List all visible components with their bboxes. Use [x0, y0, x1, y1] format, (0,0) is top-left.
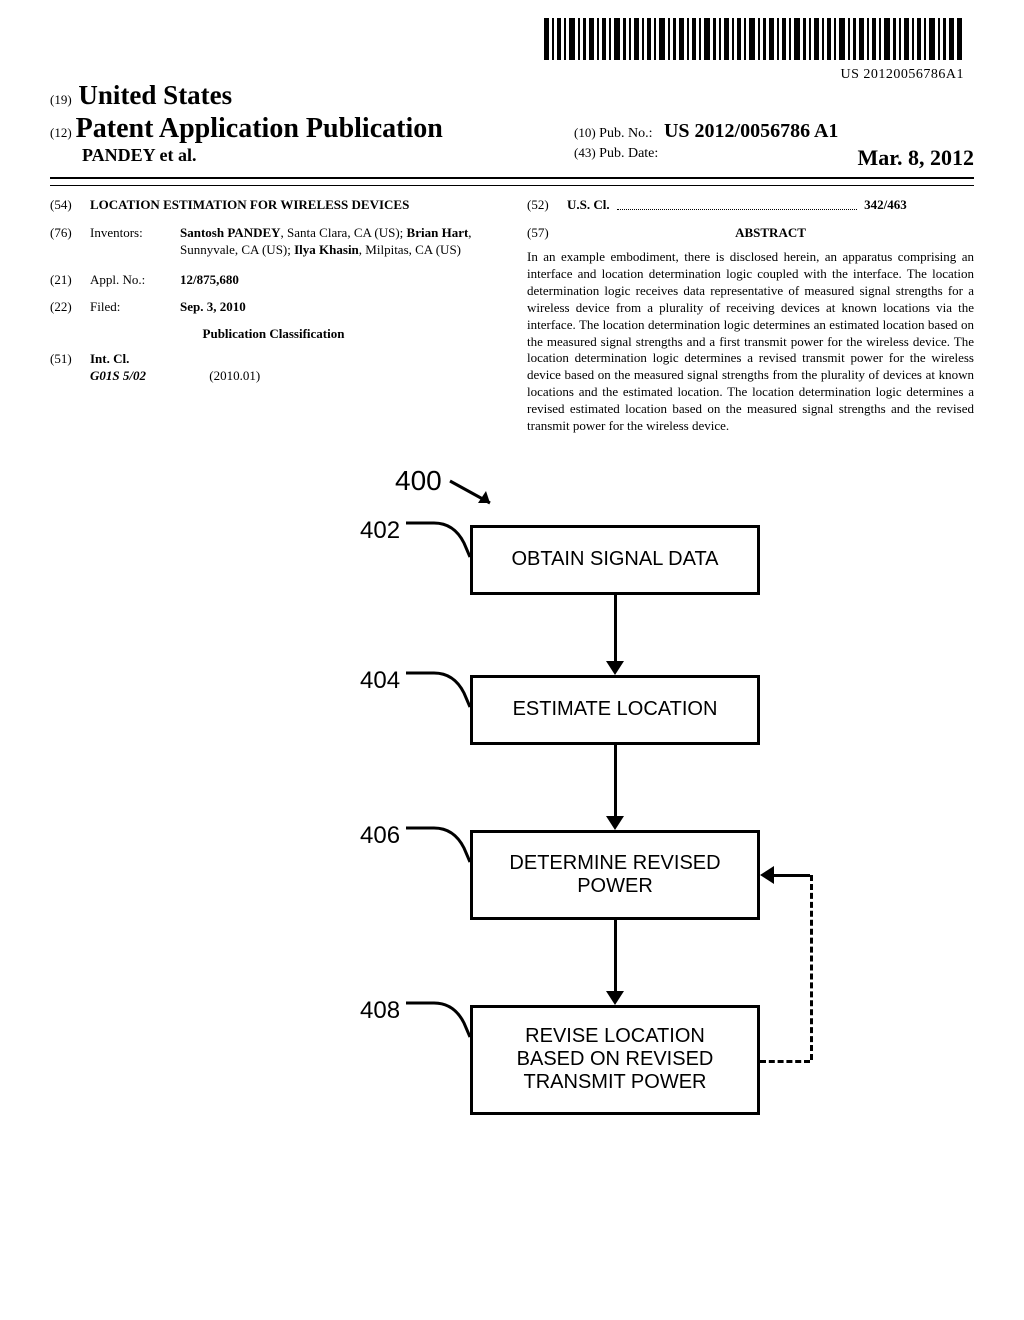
callout-408 — [404, 1001, 484, 1051]
feedback-line-1 — [760, 1060, 810, 1063]
filed-code: (22) — [50, 298, 90, 316]
appl-label: Appl. No.: — [90, 271, 180, 289]
flow-arrow-head-2 — [606, 991, 624, 1005]
flow-arrow-line-2 — [614, 920, 617, 993]
ref-408: 408 — [360, 997, 400, 1025]
abstract-text: In an example embodiment, there is discl… — [527, 249, 974, 435]
flow-box-404-label: ESTIMATE LOCATION — [513, 698, 718, 721]
filed-date: Sep. 3, 2010 — [180, 298, 497, 316]
title-code: (54) — [50, 196, 90, 214]
barcode-text: US 20120056786A1 — [544, 67, 964, 83]
flow-arrow-head-0 — [606, 661, 624, 675]
appl-code: (21) — [50, 271, 90, 289]
country-line: (19) United States — [50, 80, 974, 111]
callout-406 — [404, 826, 484, 876]
flow-arrow-head-1 — [606, 816, 624, 830]
dotfill — [617, 202, 857, 211]
inventors-value: Santosh PANDEY, Santa Clara, CA (US); Br… — [180, 224, 497, 259]
fig-ref-400: 400 — [395, 465, 442, 497]
feedback-arrow-head — [760, 866, 774, 884]
intcl-value: G01S 5/02 — [90, 368, 146, 383]
pub-date: Mar. 8, 2012 — [857, 145, 974, 171]
feedback-line-2 — [810, 875, 813, 1060]
pub-type: Patent Application Publication — [76, 113, 443, 144]
feedback-line-3 — [772, 874, 810, 877]
uscl-value: 342/463 — [864, 197, 907, 212]
flow-box-404: ESTIMATE LOCATION — [470, 675, 760, 745]
ref-402: 402 — [360, 517, 400, 545]
rule-top — [50, 177, 974, 179]
appl-no: 12/875,680 — [180, 271, 497, 289]
pub-no-code: (10) — [574, 125, 596, 140]
abstract-code: (57) — [527, 224, 567, 246]
pub-no-label: Pub. No.: — [599, 126, 652, 141]
biblio: (54) LOCATION ESTIMATION FOR WIRELESS DE… — [50, 196, 974, 435]
pub-type-code: (12) — [50, 125, 72, 140]
classification-heading: Publication Classification — [50, 326, 497, 342]
ref-400-pointer — [448, 477, 508, 517]
figure-400: 400 OBTAIN SIGNAL DATA ESTIMATE LOCATION… — [50, 465, 974, 1225]
country-code: (19) — [50, 92, 72, 107]
ref-406: 406 — [360, 822, 400, 850]
rule-thin — [50, 185, 974, 186]
country-name: United States — [78, 80, 232, 110]
authors-line: PANDEY et al. — [50, 145, 574, 166]
uscl-code: (52) — [527, 196, 567, 214]
pub-date-label: Pub. Date: — [599, 146, 658, 161]
filed-label: Filed: — [90, 298, 180, 316]
intcl-label: Int. Cl. — [90, 351, 129, 366]
flow-box-402: OBTAIN SIGNAL DATA — [470, 525, 760, 595]
flow-box-402-label: OBTAIN SIGNAL DATA — [511, 548, 718, 571]
intcl-edition: (2010.01) — [209, 368, 260, 383]
title: LOCATION ESTIMATION FOR WIRELESS DEVICES — [90, 196, 497, 214]
abstract-label: ABSTRACT — [567, 224, 974, 242]
barcode — [544, 18, 964, 60]
pub-no: US 2012/0056786 A1 — [664, 120, 838, 142]
flow-arrow-line-0 — [614, 595, 617, 663]
callout-404 — [404, 671, 484, 721]
flow-box-408-label: REVISE LOCATION BASED ON REVISED TRANSMI… — [489, 1025, 741, 1094]
pub-date-code: (43) — [574, 145, 596, 160]
intcl-code: (51) — [50, 350, 90, 385]
flow-box-408: REVISE LOCATION BASED ON REVISED TRANSMI… — [470, 1005, 760, 1115]
flow-box-406-label: DETERMINE REVISED POWER — [489, 852, 741, 898]
callout-402 — [404, 521, 484, 571]
ref-404: 404 — [360, 667, 400, 695]
flow-arrow-line-1 — [614, 745, 617, 818]
barcode-region: US 20120056786A1 — [544, 18, 964, 83]
inventors-code: (76) — [50, 224, 90, 259]
flow-box-406: DETERMINE REVISED POWER — [470, 830, 760, 920]
inventors-label: Inventors: — [90, 224, 180, 259]
uscl-label: U.S. Cl. — [567, 197, 610, 212]
